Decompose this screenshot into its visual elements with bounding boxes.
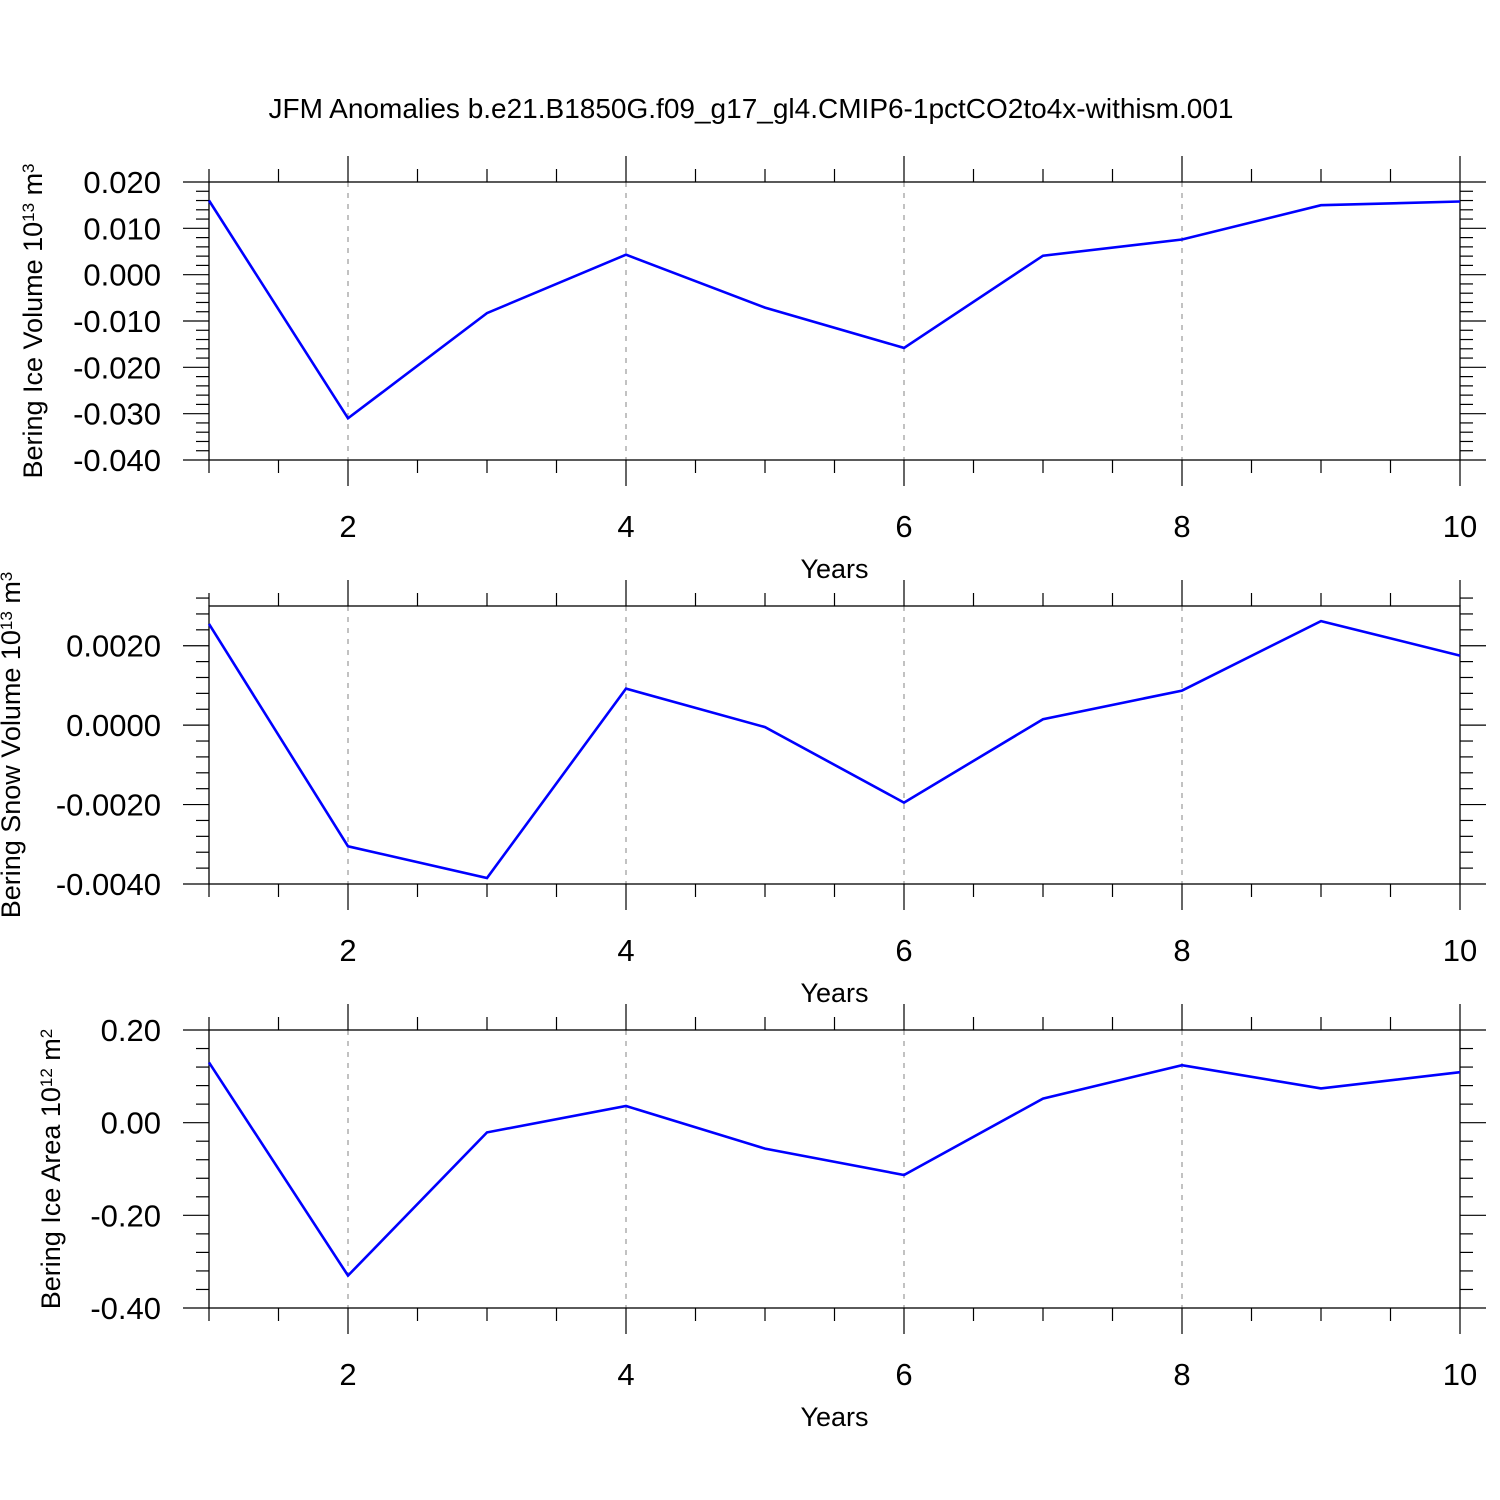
y-tick-label: 0.00 <box>101 1106 161 1141</box>
x-tick-label: 10 <box>1443 933 1477 968</box>
chart-panel-3: 0.20 0.00 -0.20 -0.40 2 4 6 8 10 Years Bering Ice … <box>36 1004 1486 1432</box>
x-tick-label: 2 <box>339 509 356 544</box>
series-line <box>207 199 1461 421</box>
y-tick-label: 0.010 <box>83 211 161 246</box>
figure-title: JFM Anomalies b.e21.B1850G.f09_g17_gl4.C… <box>269 93 1234 124</box>
x-tick-label: 8 <box>1173 1357 1190 1392</box>
x-tick-label: 6 <box>895 933 912 968</box>
y-axis-label: Bering Ice Area 1012 m2 <box>36 1029 66 1310</box>
y-tick-label: -0.0040 <box>56 867 161 902</box>
y-tick-label: 0.0000 <box>66 708 161 743</box>
x-tick-label: 2 <box>339 933 356 968</box>
y-tick-label: -0.0020 <box>56 788 161 823</box>
x-tick-label: 8 <box>1173 933 1190 968</box>
y-axis-label: Bering Ice Volume 1013 m3 <box>18 163 48 478</box>
y-tick-label: 0.020 <box>83 165 161 200</box>
chart-panel-1: 0.020 0.010 0.000 -0.010 -0.020 -0.030 -0.040 2… <box>18 156 1486 584</box>
x-tick-label: 4 <box>617 1357 634 1392</box>
y-tick-label: 0.0020 <box>66 629 161 664</box>
x-axis-label: Years <box>800 978 868 1008</box>
y-tick-label: 0.20 <box>101 1013 161 1048</box>
y-tick-label: -0.020 <box>73 350 161 385</box>
x-tick-label: 8 <box>1173 509 1190 544</box>
x-tick-label: 10 <box>1443 1357 1477 1392</box>
x-axis-label: Years <box>800 554 868 584</box>
y-tick-label: 0.000 <box>83 258 161 293</box>
chart-panel-2: 0.0020 0.0000 -0.0020 -0.0040 2 4 6 8 10 Years Ber… <box>0 572 1486 1008</box>
x-tick-label: 10 <box>1443 509 1477 544</box>
y-tick-label: -0.010 <box>73 304 161 339</box>
y-tick-label: -0.20 <box>90 1198 161 1233</box>
x-tick-label: 6 <box>895 509 912 544</box>
x-tick-label: 6 <box>895 1357 912 1392</box>
y-tick-label: -0.40 <box>90 1291 161 1326</box>
y-tick-label: -0.040 <box>73 443 161 478</box>
panels: 0.020 0.010 0.000 -0.010 -0.020 -0.030 -0.040 2… <box>0 156 1486 1432</box>
series-line <box>207 619 1461 880</box>
y-axis-label: Bering Snow Volume 1013 m3 <box>0 572 26 919</box>
y-tick-label: -0.030 <box>73 397 161 432</box>
x-tick-label: 2 <box>339 1357 356 1392</box>
series-line <box>207 1061 1461 1278</box>
x-tick-label: 4 <box>617 933 634 968</box>
x-axis-label: Years <box>800 1402 868 1432</box>
x-tick-label: 4 <box>617 509 634 544</box>
